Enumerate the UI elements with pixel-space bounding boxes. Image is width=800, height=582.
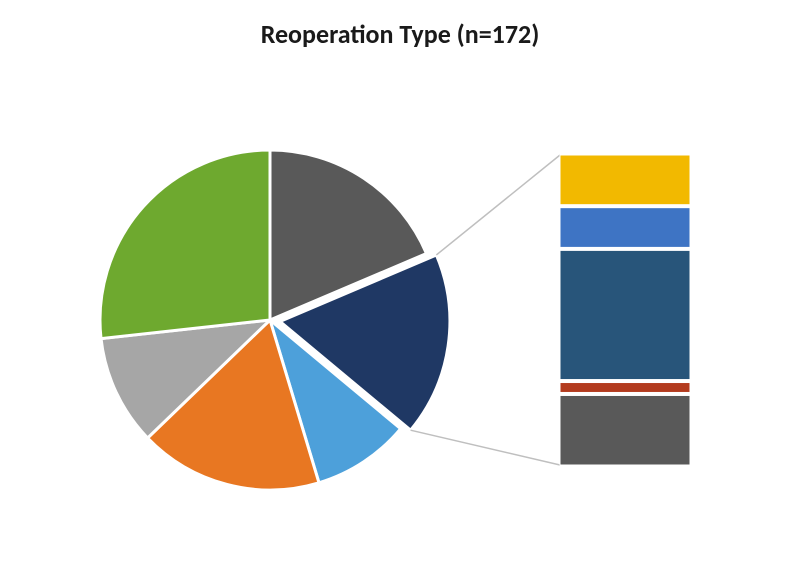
connector-bottom	[411, 430, 560, 465]
bar-segment-infection	[560, 208, 690, 248]
bar-segment-hto	[560, 155, 690, 205]
pie-slice-meniscus	[100, 150, 270, 339]
connector-top	[436, 155, 560, 255]
bar-segment-patella-fracture	[560, 383, 690, 393]
bar-segment-unspecified	[560, 250, 690, 379]
chart-container: Reoperation Type (n=172) (n=32; 19%)Revi…	[0, 0, 800, 582]
bar-segment-tka	[560, 395, 690, 465]
chart-svg	[0, 0, 800, 582]
chart-title: Reoperation Type (n=172)	[0, 18, 800, 50]
